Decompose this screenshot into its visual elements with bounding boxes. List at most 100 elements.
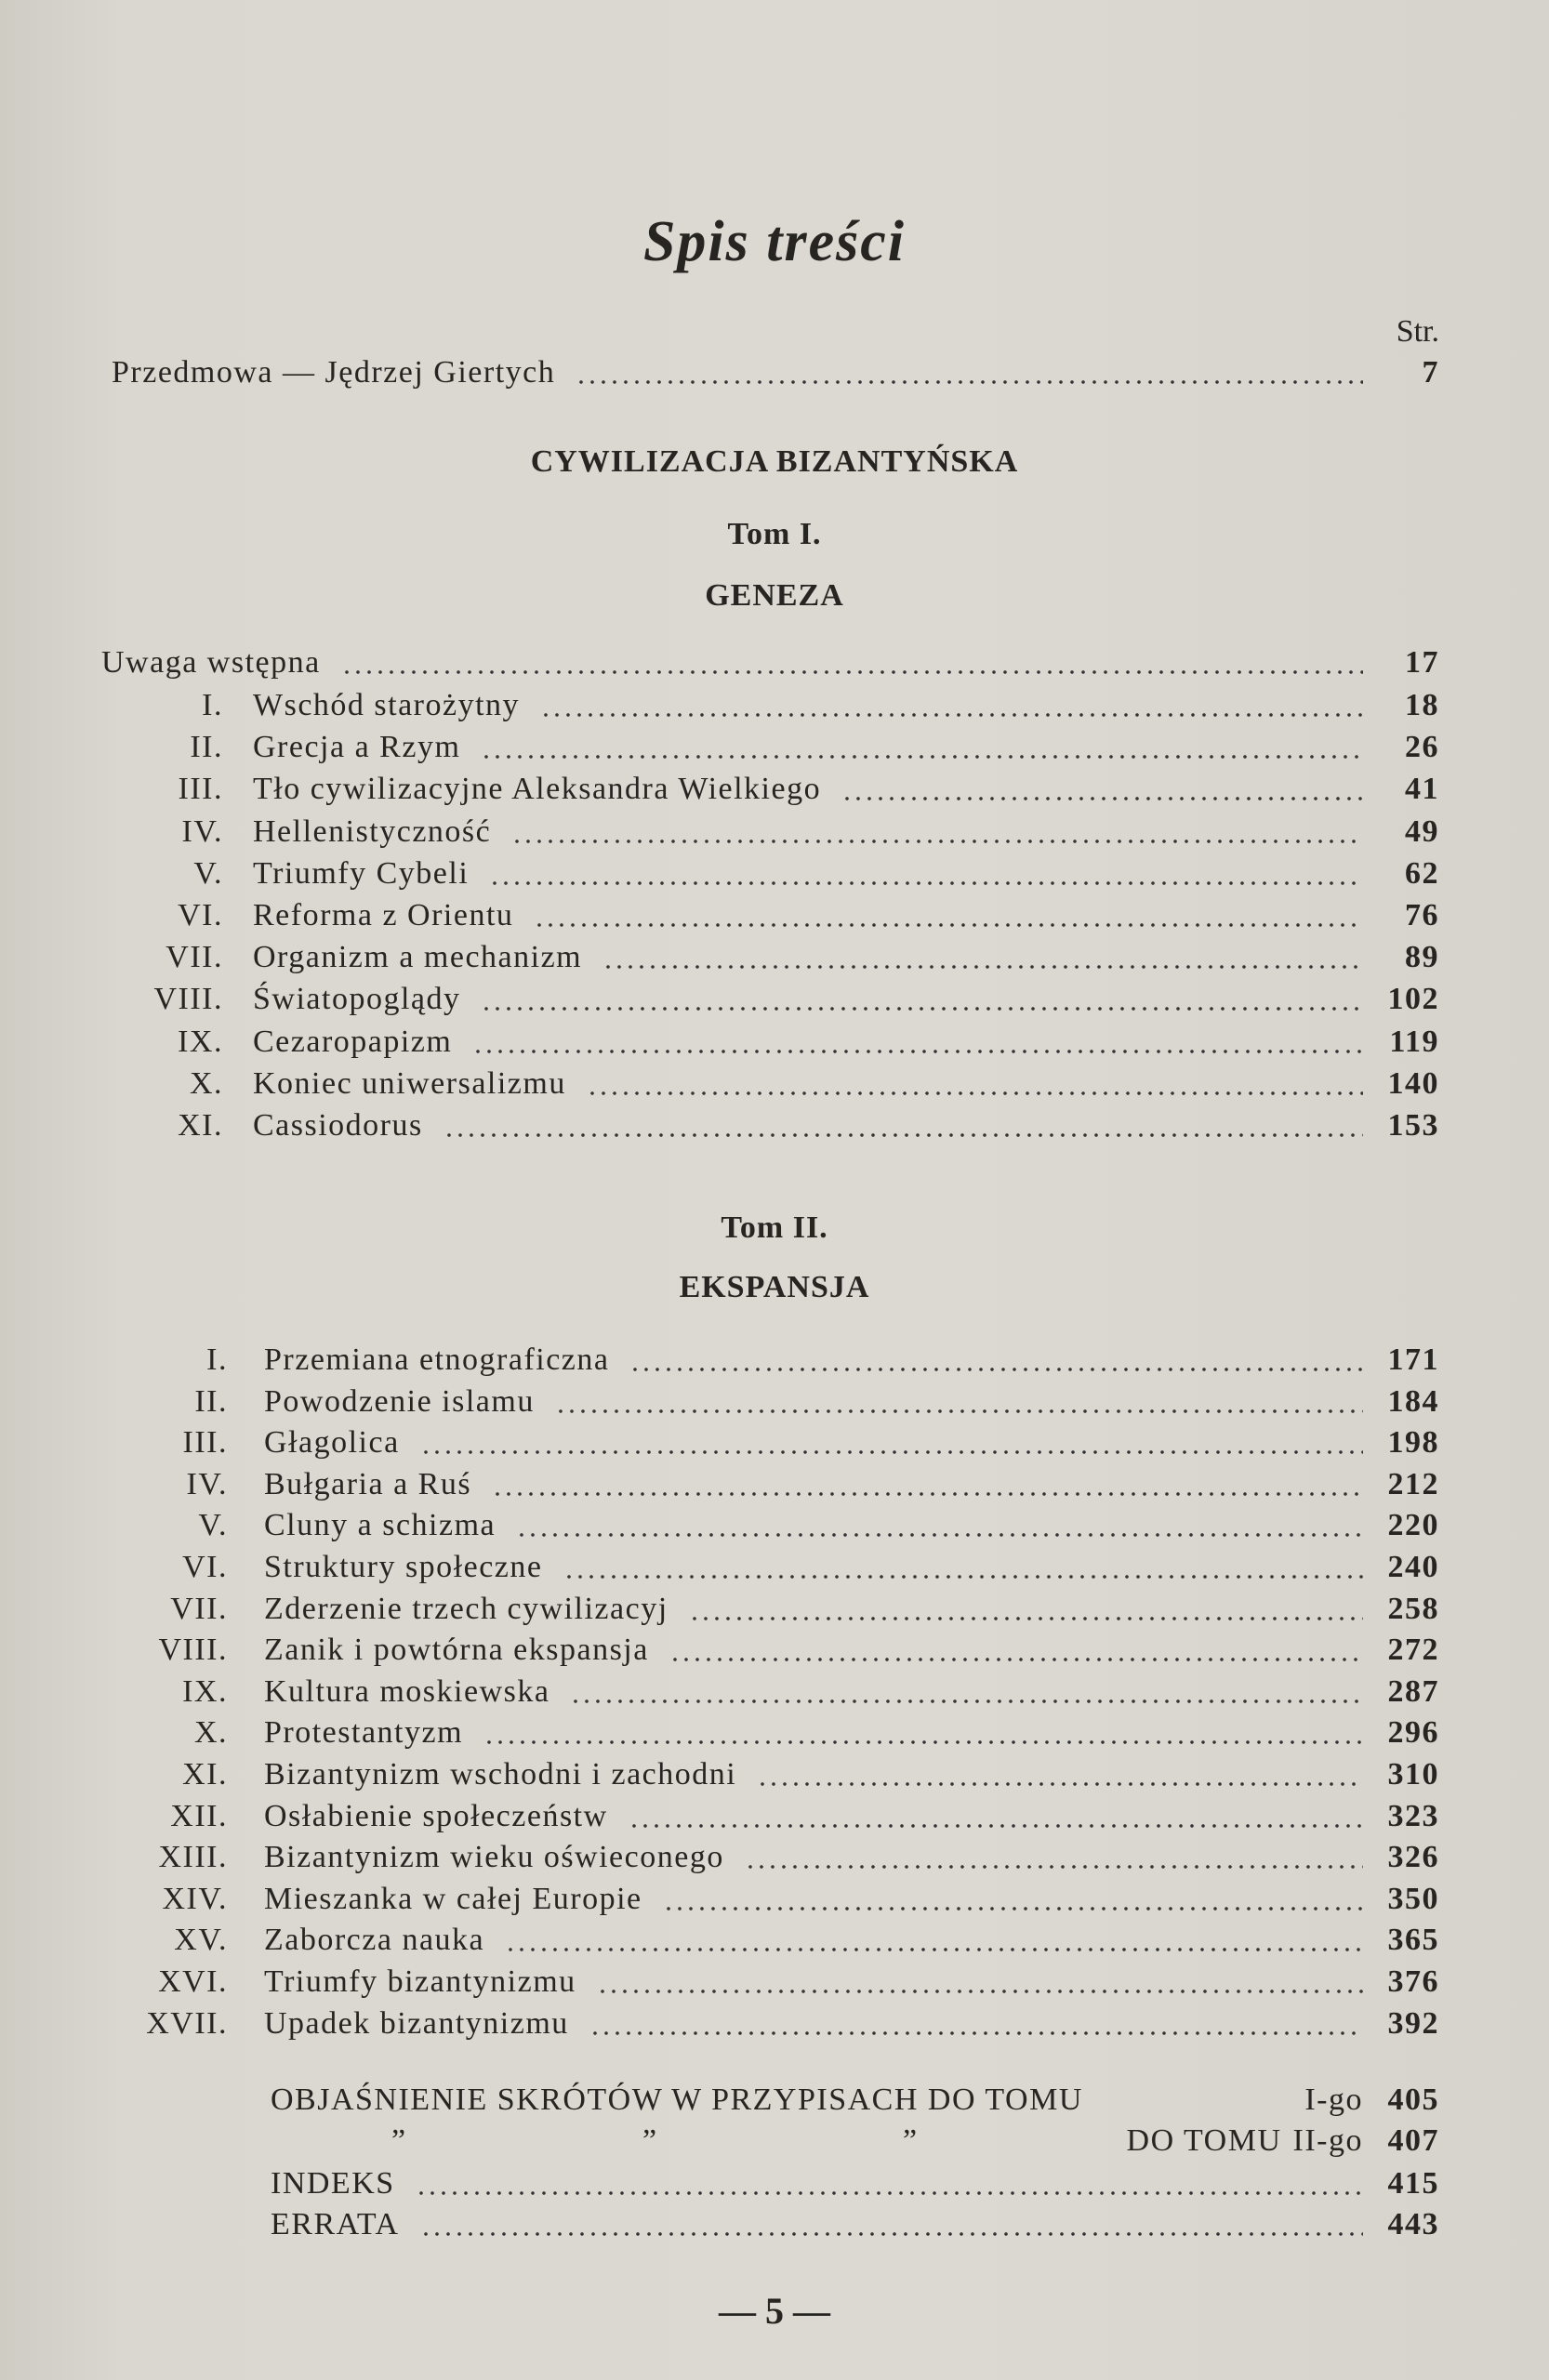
dot-leader — [563, 1574, 1363, 1580]
entry-page: 258 — [1387, 1591, 1439, 1626]
toc-entry-intro: Uwaga wstępna 17 — [101, 645, 1439, 686]
chapter-number: XIII. — [158, 1840, 228, 1875]
entry-page: 26 — [1405, 730, 1439, 765]
entry-page: 415 — [1387, 2166, 1439, 2201]
entry-title: Reforma z Orientu — [253, 898, 514, 932]
chapter-number: XVII. — [146, 2005, 228, 2041]
toc-entry: XIII. Bizantynizm wieku oświeconego 326 — [126, 1840, 1439, 1881]
chapter-number: VIII. — [153, 982, 223, 1017]
entry-page: 310 — [1387, 1757, 1439, 1792]
entry-page: 41 — [1405, 772, 1439, 807]
entry-title: Mieszanka w całej Europie — [264, 1881, 642, 1916]
entry-page: 296 — [1387, 1715, 1439, 1751]
entry-page: 407 — [1387, 2123, 1439, 2158]
entry-title: Hellenistyczność — [253, 813, 492, 849]
entry-page: 171 — [1387, 1342, 1439, 1377]
chapter-number: VIII. — [158, 1633, 228, 1668]
chapter-number: XIV. — [162, 1881, 228, 1916]
toc-entry: V. Triumfy Cybeli 62 — [121, 856, 1439, 897]
entry-title: Organizm a mechanizm — [253, 940, 583, 975]
toc-entry: XIV. Mieszanka w całej Europie 350 — [126, 1882, 1439, 1923]
volume1-subtitle: GENEZA — [705, 578, 844, 613]
dot-leader — [492, 1490, 1363, 1497]
chapter-number: I. — [202, 688, 223, 722]
ditto-mark: ” — [391, 2123, 407, 2158]
toc-entry: XI. Cassiodorus 153 — [121, 1108, 1439, 1149]
entry-title: Upadek bizantynizmu — [264, 2005, 569, 2041]
dot-leader — [419, 1449, 1363, 1456]
toc-entry-errata: ERRATA 443 — [271, 2207, 1439, 2248]
entry-page: 212 — [1387, 1466, 1439, 1501]
dot-leader — [489, 879, 1363, 886]
chapter-number: VI. — [178, 898, 223, 932]
toc-entry: I. Wschód starożytny 18 — [121, 688, 1439, 729]
chapter-number: VI. — [182, 1550, 228, 1584]
entry-page: 76 — [1405, 898, 1439, 932]
dot-leader — [511, 838, 1363, 844]
entry-page: 49 — [1405, 813, 1439, 849]
volume2-subtitle: EKSPANSJA — [679, 1270, 870, 1304]
toc-entry-abbreviations-vol2: ” ” ” DO TOMU II-go 407 — [271, 2123, 1439, 2164]
entry-title: Tło cywilizacyjne Aleksandra Wielkiego — [253, 772, 822, 807]
chapter-number: IV. — [186, 1466, 228, 1501]
dot-leader — [669, 1657, 1363, 1663]
entry-page: 7 — [1422, 355, 1439, 390]
toc-entry: XVII. Upadek bizantynizmu 392 — [126, 2006, 1439, 2047]
dot-leader — [602, 964, 1363, 971]
entry-title: Bizantynizm wschodni i zachodni — [264, 1757, 737, 1792]
chapter-number: XI. — [178, 1108, 223, 1143]
entry-suffix: I-go — [1304, 2082, 1363, 2117]
toc-entry: XVI. Triumfy bizantynizmu 376 — [126, 1964, 1439, 2005]
dot-leader — [757, 1781, 1363, 1787]
page-column-label: Str. — [1396, 314, 1439, 349]
dot-leader — [662, 1905, 1363, 1911]
dot-leader — [841, 796, 1363, 802]
dot-leader — [472, 1048, 1363, 1054]
entry-title: Uwaga wstępna — [101, 645, 321, 680]
entry-page: 365 — [1387, 1923, 1439, 1958]
dot-leader — [419, 2231, 1363, 2237]
entry-page: 240 — [1387, 1550, 1439, 1584]
chapter-number: III. — [178, 772, 223, 807]
dot-leader — [443, 1132, 1363, 1138]
dot-leader — [586, 1090, 1363, 1096]
page-title: Spis treści — [642, 210, 907, 273]
toc-entry: II. Grecja a Rzym 26 — [121, 730, 1439, 771]
entry-page: 153 — [1387, 1108, 1439, 1143]
entry-title: Triumfy Cybeli — [253, 855, 470, 891]
entry-page: 405 — [1387, 2082, 1439, 2117]
toc-entry: VIII. Światopoglądy 102 — [121, 982, 1439, 1023]
dot-leader — [540, 712, 1363, 718]
entry-title: Wschód starożytny — [253, 688, 521, 722]
dot-leader — [596, 1989, 1363, 1994]
dot-leader — [629, 1367, 1363, 1372]
entry-page: 89 — [1405, 940, 1439, 975]
toc-entry: III. Głagolica 198 — [126, 1425, 1439, 1466]
entry-title: Triumfy bizantynizmu — [264, 1964, 576, 1999]
entry-title: Cluny a schizma — [264, 1508, 496, 1543]
toc-entry: X. Protestantyzm 296 — [126, 1715, 1439, 1756]
dot-leader — [481, 754, 1363, 760]
toc-entry: VII. Zderzenie trzech cywilizacyj 258 — [126, 1592, 1439, 1633]
chapter-number: XII. — [170, 1798, 228, 1833]
dot-leader — [415, 2190, 1363, 2196]
dot-leader — [554, 1408, 1363, 1414]
chapter-number: II. — [190, 730, 223, 765]
entry-page: 184 — [1387, 1383, 1439, 1419]
dot-leader — [534, 922, 1363, 928]
toc-entry-preface: Przedmowa — Jędrzej Giertych 7 — [112, 355, 1439, 396]
entry-title: Osłabienie społeczeństw — [264, 1798, 608, 1833]
chapter-number: IX. — [182, 1673, 228, 1709]
entry-title: INDEKS — [271, 2166, 395, 2201]
entry-title: Kultura moskiewska — [264, 1673, 550, 1709]
entry-title: Koniec uniwersalizmu — [253, 1065, 566, 1101]
entry-title: Głagolica — [264, 1425, 400, 1461]
chapter-number: VII. — [170, 1591, 228, 1626]
chapter-number: VII. — [165, 940, 223, 975]
entry-title: ERRATA — [271, 2207, 400, 2241]
chapter-number: III. — [182, 1425, 228, 1461]
toc-entry: VII. Organizm a mechanizm 89 — [121, 940, 1439, 981]
entry-title: Protestantyzm — [264, 1715, 464, 1751]
entry-title: Zanik i powtórna ekspansja — [264, 1633, 649, 1668]
